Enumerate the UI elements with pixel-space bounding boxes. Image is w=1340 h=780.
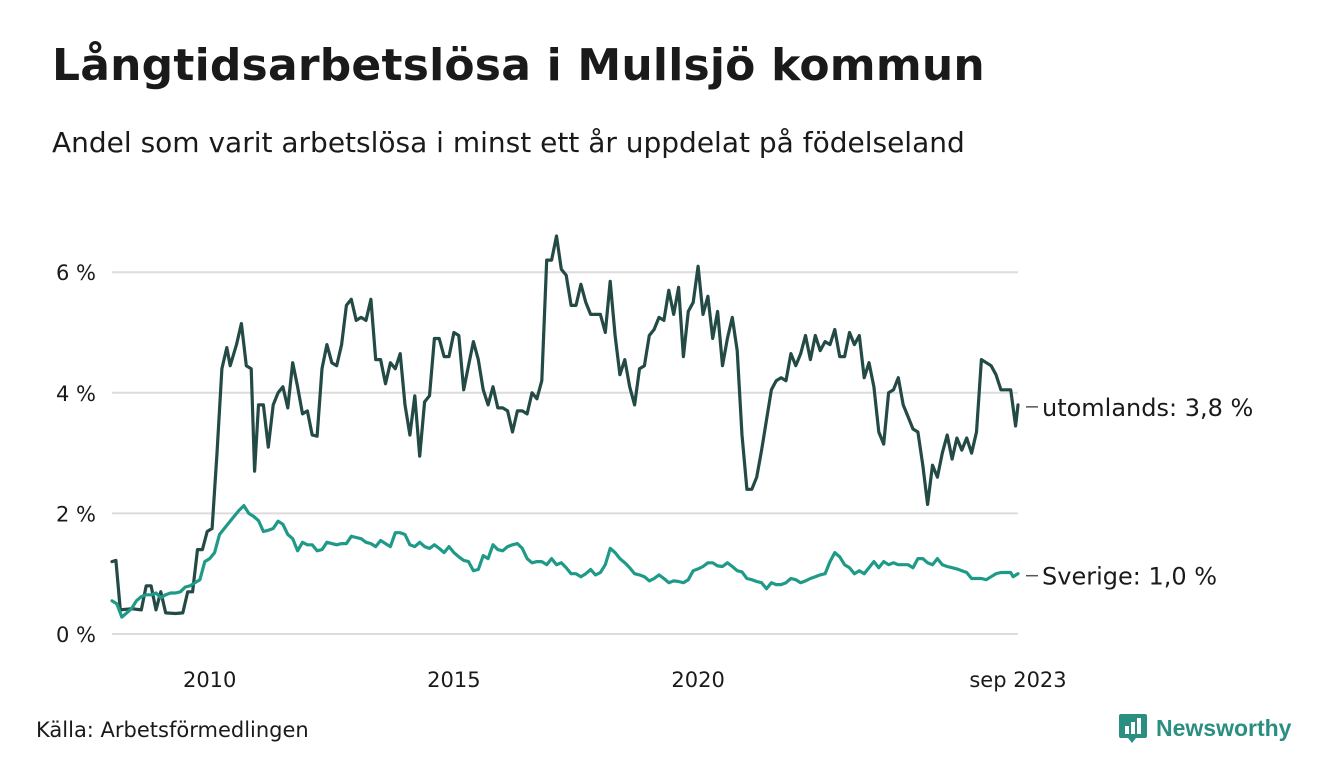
x-axis-ticks: 2010 2015 2020 sep 2023 bbox=[183, 668, 1067, 692]
chart-subtitle: Andel som varit arbetslösa i minst ett å… bbox=[52, 126, 965, 159]
y-axis-ticks: 0 % 2 % 4 % 6 % bbox=[56, 261, 96, 647]
end-label-sverige: Sverige: 1,0 % bbox=[1042, 563, 1217, 591]
x-tick-label: sep 2023 bbox=[969, 668, 1066, 692]
brand-name: Newsworthy bbox=[1156, 714, 1292, 741]
x-tick-label: 2020 bbox=[671, 668, 724, 692]
line-chart: 0 % 2 % 4 % 6 % 2010 2015 2020 sep 2023 utomla… bbox=[56, 234, 1253, 692]
gridlines bbox=[112, 271, 1018, 635]
source-note: Källa: Arbetsförmedlingen bbox=[36, 718, 309, 742]
chart-title: Långtidsarbetslösa i Mullsjö kommun bbox=[52, 40, 985, 91]
x-tick-label: 2015 bbox=[427, 668, 480, 692]
series-line-utomlands bbox=[110, 234, 1020, 616]
y-tick-label: 4 % bbox=[56, 382, 96, 406]
bar-chart-logo-icon bbox=[1119, 714, 1147, 743]
brand-logo: Newsworthy bbox=[1118, 712, 1291, 744]
y-tick-label: 6 % bbox=[56, 261, 96, 285]
y-tick-label: 0 % bbox=[56, 623, 96, 647]
x-tick-label: 2010 bbox=[183, 668, 236, 692]
end-labels: utomlands: 3,8 % Sverige: 1,0 % bbox=[1026, 394, 1253, 591]
series-lines bbox=[110, 234, 1020, 619]
series-line-sverige bbox=[110, 504, 1020, 619]
end-label-utomlands: utomlands: 3,8 % bbox=[1042, 394, 1253, 422]
y-tick-label: 2 % bbox=[56, 502, 96, 526]
